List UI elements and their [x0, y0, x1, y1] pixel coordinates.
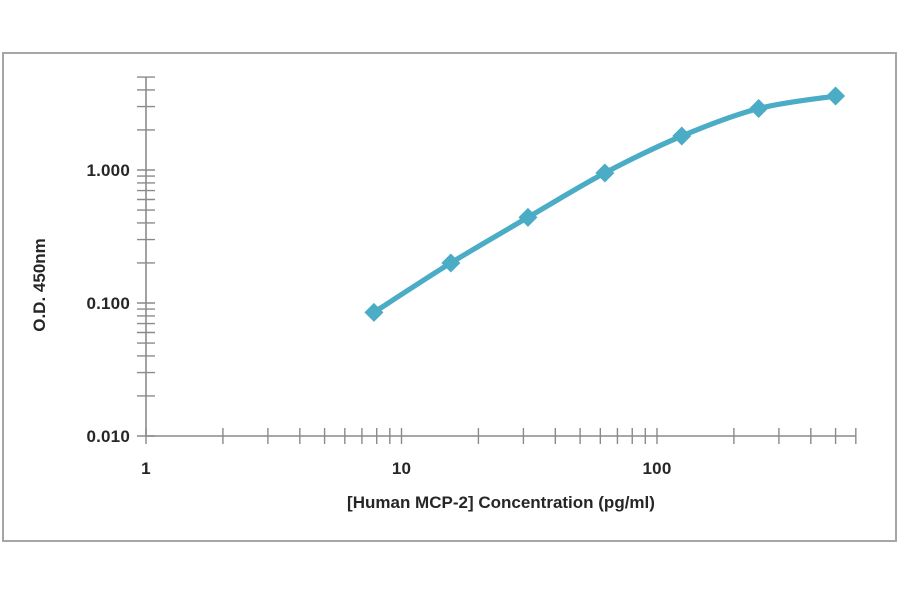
x-axis-title: [Human MCP-2] Concentration (pg/ml)	[347, 493, 655, 512]
x-tick-label: 1	[141, 459, 151, 478]
data-point-marker	[826, 86, 846, 106]
data-point-marker	[595, 163, 615, 183]
x-tick-label: 10	[392, 459, 411, 478]
x-tick-label: 100	[643, 459, 672, 478]
axes-layer: 1 10 100 0.010 0.100 1.000	[86, 76, 857, 478]
y-axis-title: O.D. 450nm	[30, 238, 49, 332]
data-point-marker	[672, 126, 692, 146]
data-point-marker	[518, 207, 538, 227]
series-line	[371, 93, 839, 315]
y-tick-label: 0.100	[86, 294, 130, 313]
chart-frame-border	[2, 52, 897, 542]
series-layer	[364, 86, 846, 322]
data-point-marker	[364, 302, 384, 322]
data-point-marker	[441, 253, 461, 273]
data-point-marker	[749, 99, 769, 119]
y-tick-label: 1.000	[86, 161, 130, 180]
y-tick-label: 0.010	[86, 427, 130, 446]
